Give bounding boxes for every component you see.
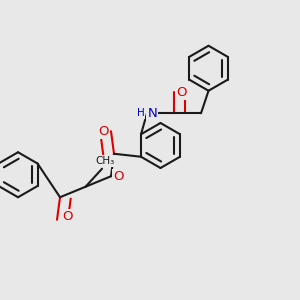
Text: O: O [62,210,73,223]
Text: CH₃: CH₃ [95,156,115,166]
Text: O: O [176,86,187,99]
Text: O: O [113,170,124,183]
Text: N: N [148,107,157,120]
Text: O: O [98,125,109,138]
Text: H: H [136,108,144,118]
